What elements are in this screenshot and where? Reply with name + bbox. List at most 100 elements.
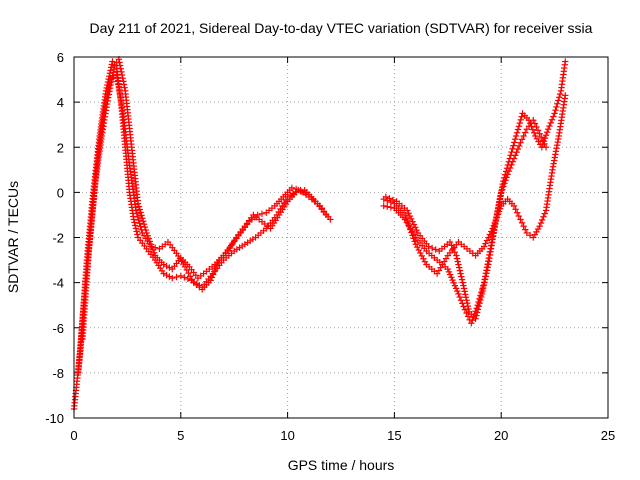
data-point-interp <box>550 113 557 120</box>
data-point <box>288 184 296 192</box>
axis-ticks: 0 5 10 15 20 25 -10 -8 -6 -4 -2 0 2 4 6 <box>45 50 615 443</box>
data-point-interp <box>120 78 127 85</box>
data-point <box>542 144 550 151</box>
data-point-interp <box>405 210 412 217</box>
data-point-interp <box>552 106 559 114</box>
data-point-interp <box>517 116 524 124</box>
data-point-interp <box>539 216 546 224</box>
y-tick-label: -6 <box>52 321 64 336</box>
data-point-interp <box>513 129 521 136</box>
data-point-interp <box>454 258 461 265</box>
data-point-interp <box>514 145 522 153</box>
data-point <box>160 270 167 277</box>
data-point <box>478 290 486 298</box>
data-point-interp <box>508 161 515 169</box>
data-point-interp <box>209 271 217 278</box>
data-point-interp <box>540 213 547 220</box>
data-point-interp <box>509 145 516 153</box>
data-point <box>455 290 462 298</box>
data-point-interp <box>417 249 424 257</box>
data-point <box>510 202 518 210</box>
data-point-interp <box>548 116 556 123</box>
data-point-interp <box>514 126 522 133</box>
data-point <box>536 223 543 230</box>
data-point <box>207 277 214 284</box>
data-point-interp <box>149 246 157 254</box>
data-point <box>517 139 524 146</box>
data-point-interp <box>452 285 460 292</box>
data-point-interp <box>148 243 156 251</box>
data-point-interp <box>464 299 471 307</box>
data-point-interp <box>555 94 563 101</box>
data-point-interp <box>555 97 562 104</box>
data-point-interp <box>520 132 527 140</box>
data-point <box>404 207 411 214</box>
data-point-interp <box>134 213 141 221</box>
y-tick-label: -2 <box>52 231 64 246</box>
data-point-interp <box>107 81 114 89</box>
x-tick-label: 20 <box>494 428 508 443</box>
data-point-interp <box>473 312 480 319</box>
data-point-interp <box>518 113 525 120</box>
data-point-interp <box>531 120 539 127</box>
data-point-interp <box>534 127 542 134</box>
data-point-interp <box>409 232 416 239</box>
data-point-interp <box>458 276 466 283</box>
data-point-interp <box>418 252 426 260</box>
data-point-interp <box>451 282 459 289</box>
data-point-interp <box>556 90 564 98</box>
data-point-interp <box>449 276 456 284</box>
data-point <box>134 200 142 207</box>
data-point-interp <box>131 219 138 226</box>
x-axis-label: GPS time / hours <box>288 457 395 473</box>
plot-frame <box>73 56 609 419</box>
data-point-interp <box>541 140 548 148</box>
data-point-interp <box>499 186 506 193</box>
data-point-interp <box>483 270 490 277</box>
data-point-interp <box>460 285 468 292</box>
data-point-interp <box>420 255 427 262</box>
data-point <box>444 265 451 273</box>
data-point-interp <box>533 123 540 131</box>
data-point-interp <box>110 65 118 73</box>
data-point <box>459 279 466 286</box>
data-point <box>480 243 488 250</box>
data-point-interp <box>486 231 494 238</box>
data-point-interp <box>138 212 145 219</box>
data-point-interp <box>132 222 139 229</box>
data-point-interp <box>410 235 417 242</box>
data-point-interp <box>464 313 472 320</box>
data-point-interp <box>538 133 545 141</box>
data-point <box>536 130 543 137</box>
data-point <box>132 207 140 214</box>
y-tick-label: -10 <box>45 411 64 426</box>
data-point-interp <box>506 164 514 172</box>
data-point-interp <box>515 212 523 220</box>
y-tick-label: -8 <box>52 366 64 381</box>
y-tick-label: -4 <box>52 276 64 291</box>
data-point <box>254 211 261 219</box>
data-point-interp <box>133 210 141 217</box>
data-point-interp <box>455 261 462 268</box>
data-point-interp <box>463 297 470 304</box>
data-point-interp <box>134 231 141 238</box>
data-point-interp <box>475 303 482 310</box>
y-tick-label: 0 <box>57 185 64 200</box>
data-point-interp <box>522 226 529 233</box>
data-point-interp <box>537 219 545 227</box>
data-point <box>169 274 176 282</box>
data-point-interp <box>461 288 468 295</box>
data-point-interp <box>405 220 412 227</box>
data-point-interp <box>105 91 113 98</box>
data-point-interp <box>413 226 420 234</box>
data-point-interp <box>108 78 115 86</box>
y-axis-label: SDTVAR / TECUs <box>5 181 21 293</box>
data-point <box>382 193 390 201</box>
data-point <box>504 171 511 178</box>
data-point <box>111 62 118 70</box>
data-point-interp <box>485 234 492 241</box>
data-point-interp <box>451 248 458 256</box>
data-point-interp <box>144 232 151 240</box>
data-point-interp <box>511 139 518 146</box>
x-tick-label: 10 <box>280 428 294 443</box>
